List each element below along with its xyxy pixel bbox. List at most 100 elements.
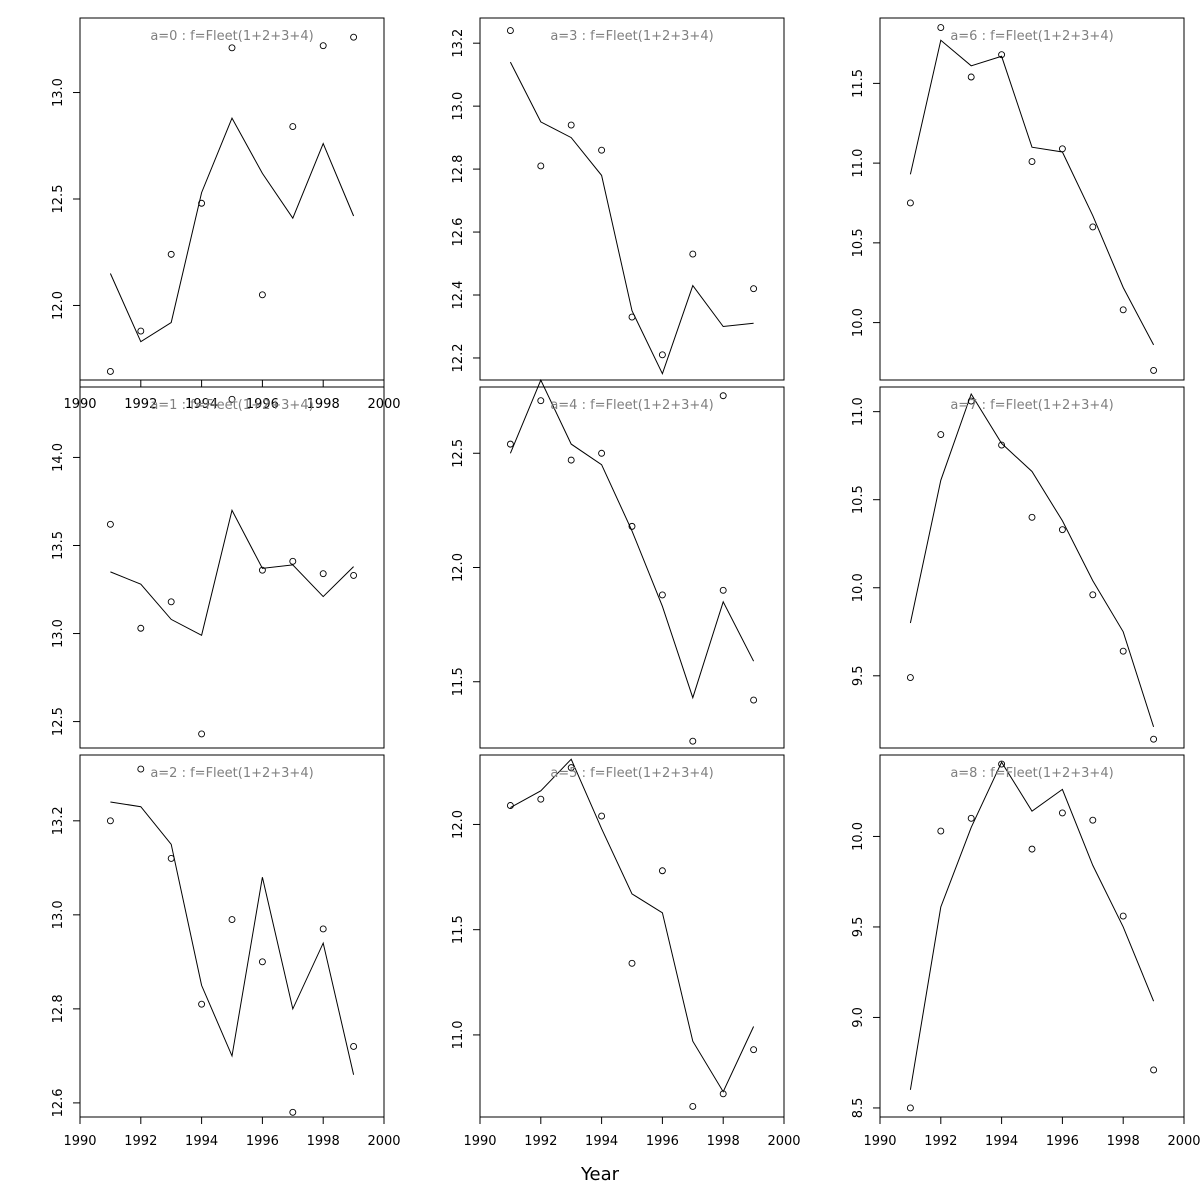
observed-point: [689, 737, 697, 745]
observed-point: [289, 1108, 297, 1116]
observed-point: [537, 795, 545, 803]
observed-point: [998, 441, 1006, 449]
observed-point: [750, 696, 758, 704]
panel-title: a=1 : f=Fleet(1+2+3+4): [150, 398, 313, 413]
observed-point: [319, 570, 327, 578]
observed-point: [167, 854, 175, 862]
observed-point: [1058, 809, 1066, 817]
observed-point: [137, 624, 145, 632]
x-tick-label: 1994: [185, 397, 218, 412]
observed-point: [998, 760, 1006, 768]
x-tick-label: 1998: [707, 1134, 740, 1149]
observed-point: [106, 817, 114, 825]
observed-point: [506, 27, 514, 35]
observed-point: [350, 571, 358, 579]
observed-point: [1150, 1066, 1158, 1074]
observed-point: [689, 250, 697, 258]
observed-point: [1119, 647, 1127, 655]
plot-frame: [479, 754, 785, 1118]
panel-title: a=5 : f=Fleet(1+2+3+4): [550, 766, 713, 781]
observed-point: [319, 42, 327, 50]
x-tick-label: 1998: [307, 1134, 340, 1149]
observed-point: [319, 925, 327, 933]
plot-frame: [79, 17, 385, 381]
observed-point: [537, 162, 545, 170]
y-tick-label: 13.0: [51, 78, 66, 107]
observed-point: [1028, 845, 1036, 853]
observed-point: [106, 368, 114, 375]
plot-frame: [79, 386, 385, 749]
y-tick-label: 13.2: [451, 29, 466, 58]
y-tick-label: 12.2: [451, 343, 466, 372]
observed-point: [750, 1046, 758, 1054]
fitted-line: [110, 508, 354, 637]
plot-frame: [879, 754, 1185, 1118]
chart-panel-1: 12.5 13.0 13.5 14.0 a=1 : f=Fleet(1+2+3+4): [51, 386, 385, 749]
observed-point: [137, 765, 145, 773]
y-tick-label: 10.5: [851, 228, 866, 257]
x-tick-label: 2000: [367, 1134, 400, 1149]
observed-point: [628, 313, 636, 321]
x-tick-label: 1990: [463, 1134, 496, 1149]
observed-point: [167, 598, 175, 606]
y-tick-label: 12.4: [451, 281, 466, 310]
observed-point: [628, 522, 636, 530]
observed-point: [289, 123, 297, 131]
panel-title: a=8 : f=Fleet(1+2+3+4): [950, 766, 1113, 781]
panel-title: a=3 : f=Fleet(1+2+3+4): [550, 29, 713, 44]
x-tick-label: 1996: [246, 1134, 279, 1149]
observed-point: [198, 1000, 206, 1008]
y-tick-label: 12.5: [451, 439, 466, 468]
plot-frame: [479, 386, 785, 749]
observed-point: [689, 1103, 697, 1110]
observed-point: [1089, 591, 1097, 599]
fitted-line: [509, 61, 754, 376]
observed-point: [506, 802, 514, 809]
y-tick-label: 12.6: [451, 218, 466, 247]
chart-panel-7: 9.5 10.0 10.5 11.0 a=7 : f=Fleet(1+2+3+4): [851, 386, 1185, 749]
fitted-line: [110, 801, 355, 1075]
observed-point: [750, 285, 758, 293]
plot-frame: [879, 17, 1185, 381]
observed-point: [1089, 223, 1097, 231]
fitted-line: [909, 761, 1155, 1090]
observed-point: [567, 456, 575, 464]
observed-point: [228, 916, 236, 923]
y-tick-label: 11.0: [851, 397, 866, 426]
fitted-line: [509, 378, 755, 700]
y-tick-label: 8.5: [851, 1098, 866, 1119]
panel-title: a=0 : f=Fleet(1+2+3+4): [150, 29, 313, 44]
observed-point: [1119, 306, 1127, 314]
observed-point: [289, 557, 297, 565]
x-tick-label: 1992: [524, 1134, 557, 1149]
observed-point: [1119, 912, 1127, 920]
observed-point: [537, 397, 545, 405]
y-tick-label: 12.8: [451, 155, 466, 184]
observed-point: [719, 392, 727, 400]
x-tick-label: 1998: [307, 397, 340, 412]
chart-panel-2: 12.6 12.8 13.0 13.2 1990 1992 1994 1996 1998 2000…: [51, 754, 401, 1149]
x-tick-label: 1994: [585, 1134, 618, 1149]
observed-point: [198, 730, 206, 738]
y-tick-label: 10.0: [851, 822, 866, 851]
observed-point: [1089, 816, 1097, 824]
y-tick-label: 14.0: [51, 443, 66, 472]
observed-point: [1058, 526, 1066, 534]
observed-point: [658, 591, 666, 599]
x-axis-label: Year: [580, 1164, 620, 1185]
chart-panel-4: 11.5 12.0 12.5 a=4 : f=Fleet(1+2+3+4): [451, 378, 785, 749]
y-tick-label: 11.5: [851, 69, 866, 98]
y-tick-label: 13.0: [51, 619, 66, 648]
fitted-line: [909, 39, 1155, 346]
observed-point: [628, 959, 636, 967]
observed-point: [906, 199, 914, 207]
observed-point: [228, 44, 236, 52]
y-tick-label: 10.5: [851, 485, 866, 514]
x-tick-label: 1990: [63, 1134, 96, 1149]
observed-point: [998, 51, 1006, 59]
observed-point: [567, 764, 575, 772]
y-tick-label: 12.5: [51, 707, 66, 736]
chart-panel-5: 11.0 11.5 12.0 1990 1992 1994 1996 1998 2000 a=5 …: [451, 754, 801, 1149]
y-tick-label: 11.5: [451, 915, 466, 944]
